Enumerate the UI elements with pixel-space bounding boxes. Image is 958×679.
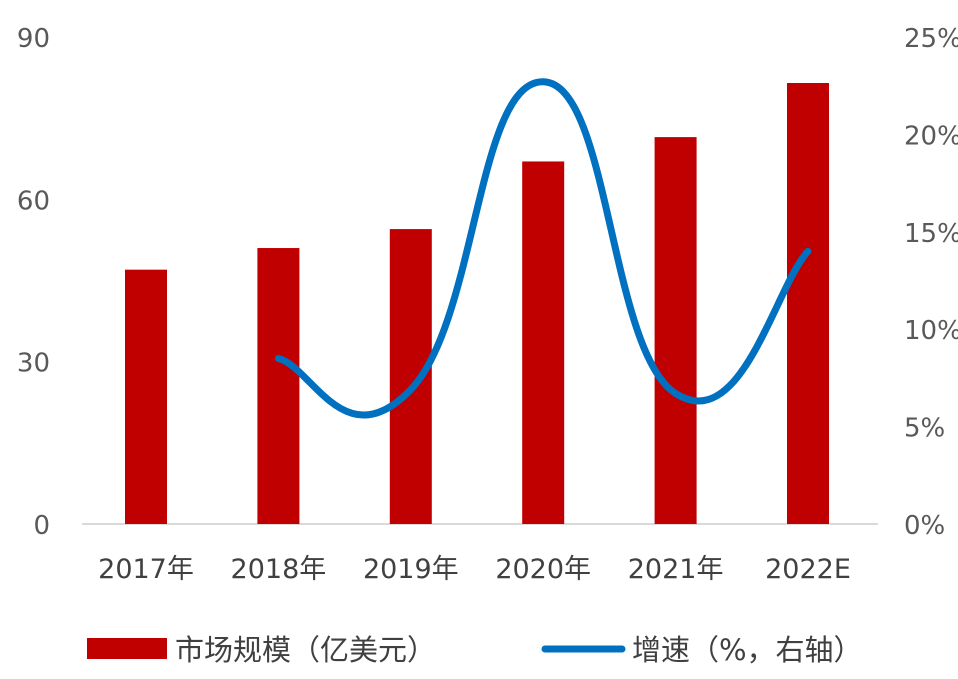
right-tick-label: 5% [904, 414, 945, 444]
bar-2018年 [257, 248, 300, 525]
category-labels: 2017年 2018年 2019年 2020年 2021年 2022E [98, 554, 851, 585]
left-tick-label: 0 [33, 511, 50, 541]
legend-line-label: 增速（%，右轴） [632, 633, 863, 667]
right-tick-label: 15% [904, 219, 958, 249]
bar-2022E [787, 82, 829, 524]
left-tick-label: 30 [17, 349, 50, 379]
category-label: 2020年 [495, 554, 591, 585]
legend-bar-label: 市场规模（亿美元） [175, 633, 436, 667]
right-tick-label: 20% [904, 121, 958, 151]
legend: 市场规模（亿美元） 增速（%，右轴） [87, 633, 863, 667]
growth-line [274, 78, 812, 419]
right-tick-label: 25% [904, 24, 958, 54]
category-label: 2018年 [231, 554, 327, 585]
right-axis-ticks: 0% 5% 10% 15% 20% 25% [904, 24, 958, 541]
bar-series [125, 82, 829, 525]
bar-2020年 [522, 161, 565, 524]
category-label: 2017年 [98, 554, 194, 585]
left-tick-label: 60 [17, 186, 50, 216]
left-axis-ticks: 0 30 60 90 [17, 24, 50, 541]
bar-2017年 [125, 269, 167, 524]
category-label: 2019年 [363, 554, 459, 585]
left-tick-label: 90 [17, 24, 50, 54]
right-tick-label: 0% [904, 511, 945, 541]
right-tick-label: 10% [904, 316, 958, 346]
bar-2021年 [654, 137, 697, 524]
bar-2019年 [389, 229, 432, 524]
category-label: 2021年 [628, 554, 724, 585]
category-label: 2022E [765, 554, 851, 585]
legend-bar-swatch [87, 638, 167, 659]
